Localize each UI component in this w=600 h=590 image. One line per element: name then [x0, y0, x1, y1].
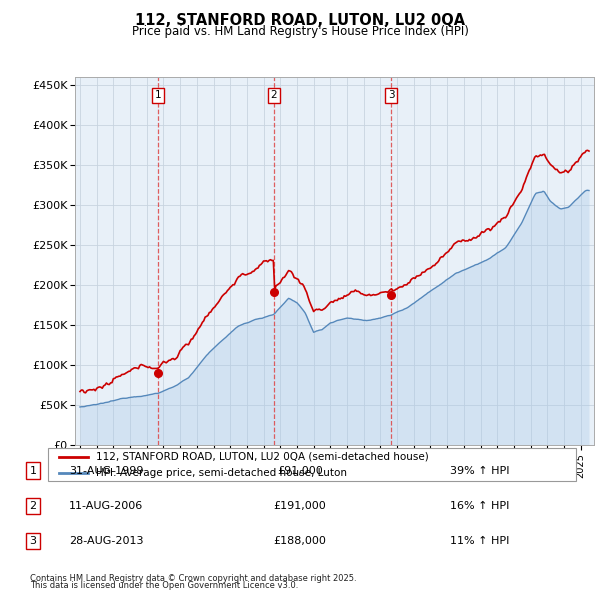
Text: 39% ↑ HPI: 39% ↑ HPI	[450, 466, 509, 476]
Text: 1: 1	[29, 466, 37, 476]
Text: This data is licensed under the Open Government Licence v3.0.: This data is licensed under the Open Gov…	[30, 581, 298, 590]
Text: £188,000: £188,000	[274, 536, 326, 546]
Text: 11-AUG-2006: 11-AUG-2006	[69, 501, 143, 511]
Text: 2: 2	[29, 501, 37, 511]
Text: Price paid vs. HM Land Registry's House Price Index (HPI): Price paid vs. HM Land Registry's House …	[131, 25, 469, 38]
Text: 112, STANFORD ROAD, LUTON, LU2 0QA: 112, STANFORD ROAD, LUTON, LU2 0QA	[135, 13, 465, 28]
Text: £91,000: £91,000	[277, 466, 323, 476]
Text: 3: 3	[29, 536, 37, 546]
Text: 2: 2	[271, 90, 277, 100]
Text: £191,000: £191,000	[274, 501, 326, 511]
Text: 11% ↑ HPI: 11% ↑ HPI	[450, 536, 509, 546]
Text: HPI: Average price, semi-detached house, Luton: HPI: Average price, semi-detached house,…	[95, 468, 347, 478]
Text: 112, STANFORD ROAD, LUTON, LU2 0QA (semi-detached house): 112, STANFORD ROAD, LUTON, LU2 0QA (semi…	[95, 451, 428, 461]
Text: 3: 3	[388, 90, 395, 100]
Text: 31-AUG-1999: 31-AUG-1999	[69, 466, 143, 476]
FancyBboxPatch shape	[48, 448, 576, 481]
Text: 28-AUG-2013: 28-AUG-2013	[69, 536, 143, 546]
Text: 1: 1	[154, 90, 161, 100]
Text: Contains HM Land Registry data © Crown copyright and database right 2025.: Contains HM Land Registry data © Crown c…	[30, 574, 356, 583]
Text: 16% ↑ HPI: 16% ↑ HPI	[450, 501, 509, 511]
